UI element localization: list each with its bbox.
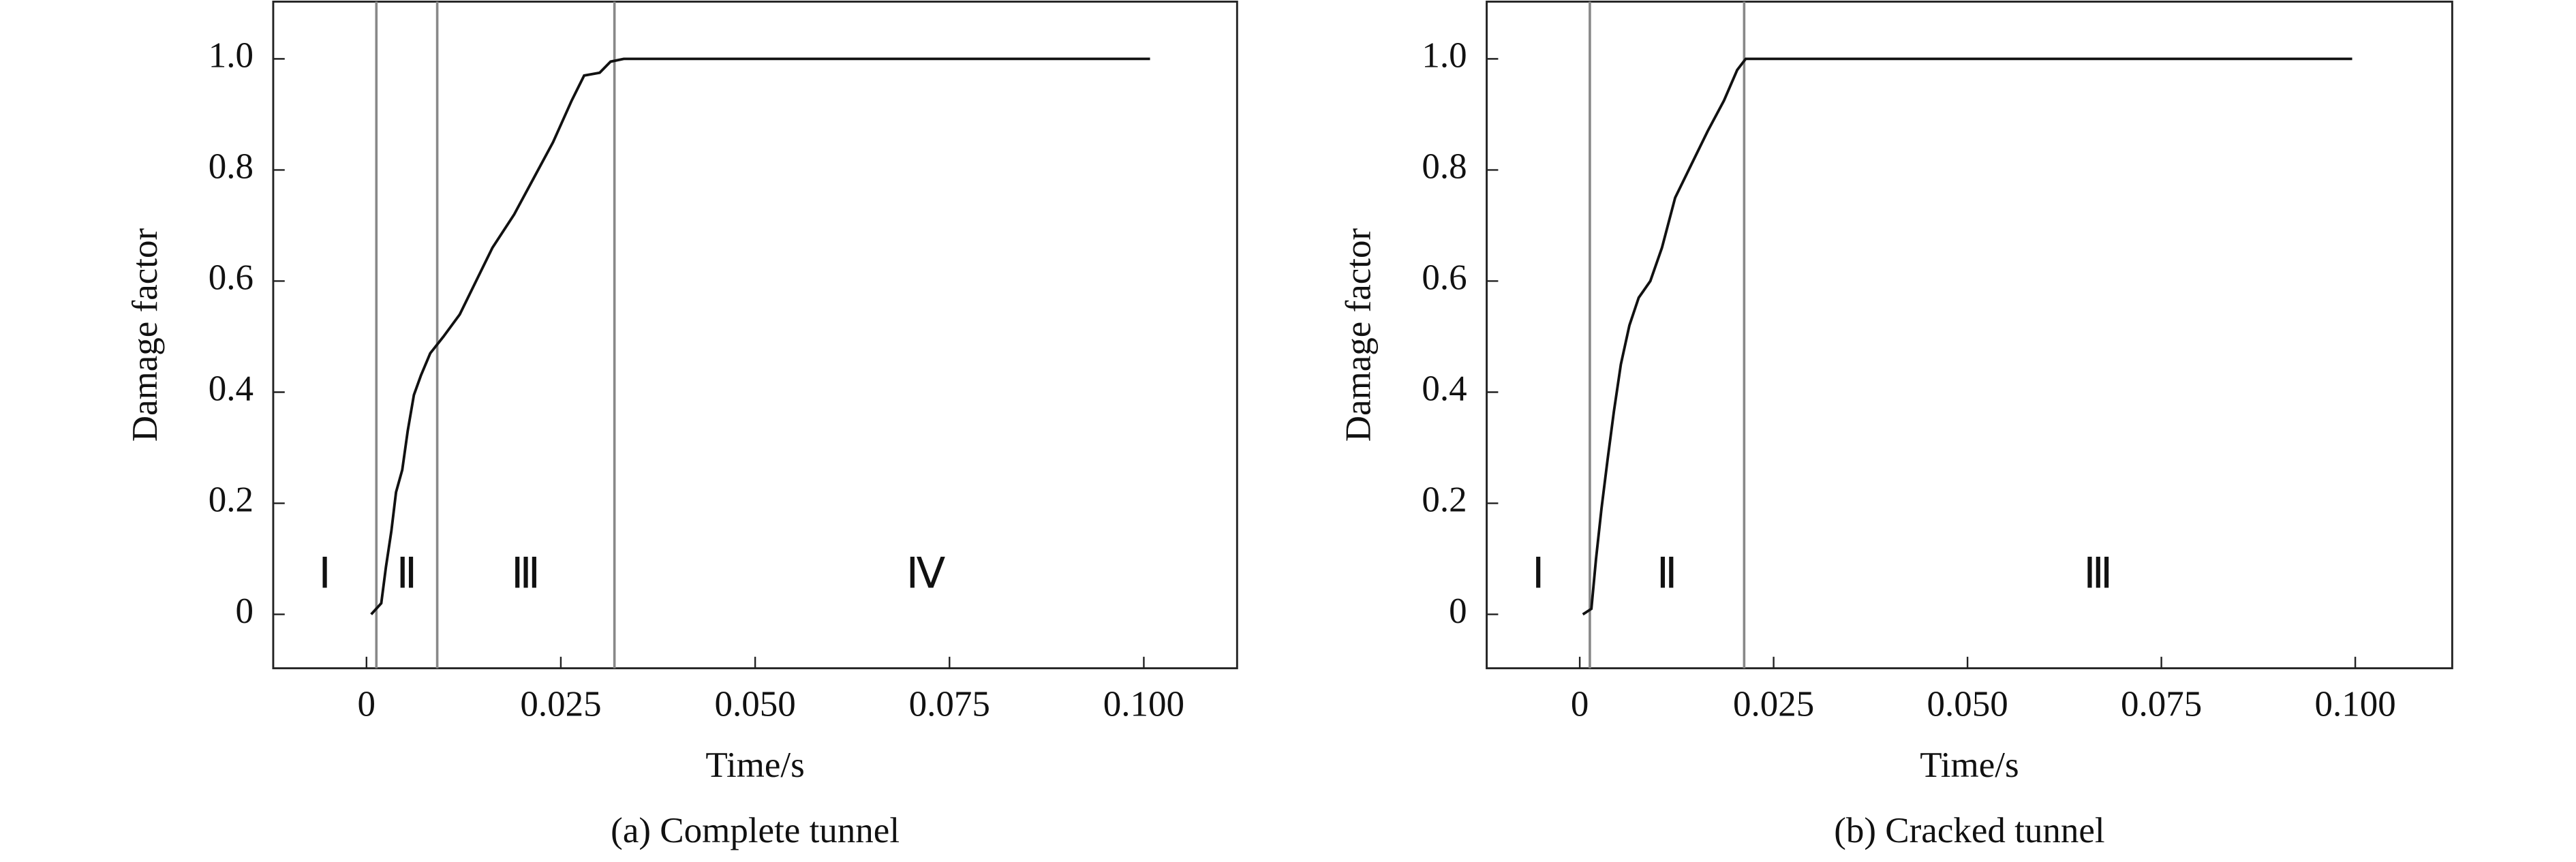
caption: (b) Cracked tunnel <box>1834 811 2104 850</box>
x-tick-label: 0 <box>1571 685 1589 724</box>
y-tick-label: 1.0 <box>209 36 254 76</box>
stage-label: Ⅳ <box>906 550 946 598</box>
x-tick-label: 0.025 <box>1733 685 1814 724</box>
y-tick-label: 1.0 <box>1422 36 1467 76</box>
caption: (a) Complete tunnel <box>611 811 900 850</box>
x-tick-label: 0.050 <box>714 685 795 724</box>
y-tick-label: 0.8 <box>1422 147 1467 187</box>
x-tick-label: 0.050 <box>1927 685 2008 724</box>
y-tick-label: 0.8 <box>209 147 254 187</box>
stage-label: Ⅱ <box>397 550 418 598</box>
y-tick-label: 0.6 <box>1422 258 1467 298</box>
y-axis-label: Damage factor <box>125 228 165 442</box>
y-tick-label: 0.2 <box>1422 480 1467 520</box>
y-axis-label: Damage factor <box>1339 228 1379 442</box>
x-tick-label: 0 <box>358 685 376 724</box>
stage-label: Ⅲ <box>2083 550 2113 598</box>
y-tick-label: 0.2 <box>209 480 254 520</box>
damage-curve <box>370 57 1150 615</box>
x-axis-label: Time/s <box>1920 745 2019 785</box>
x-tick-label: 0.100 <box>1103 685 1184 724</box>
y-tick-label: 0.6 <box>209 258 254 298</box>
plot-frame <box>272 0 1238 670</box>
stage-label: Ⅰ <box>318 550 331 598</box>
x-tick-label: 0.075 <box>2121 685 2202 724</box>
y-tick-label: 0.4 <box>1422 369 1467 409</box>
y-tick-label: 0 <box>1449 591 1467 631</box>
y-tick-label: 0.4 <box>209 369 254 409</box>
x-axis-label: Time/s <box>705 745 804 785</box>
y-tick-label: 0 <box>235 591 254 631</box>
stage-label: Ⅰ <box>1532 550 1544 598</box>
x-tick-label: 0.075 <box>909 685 990 724</box>
damage-curve <box>1582 57 2352 616</box>
stage-label: Ⅱ <box>1657 550 1678 598</box>
plot-frame <box>1486 0 2453 670</box>
x-tick-label: 0.100 <box>2314 685 2395 724</box>
stage-label: Ⅲ <box>511 550 540 598</box>
x-tick-label: 0.025 <box>520 685 601 724</box>
